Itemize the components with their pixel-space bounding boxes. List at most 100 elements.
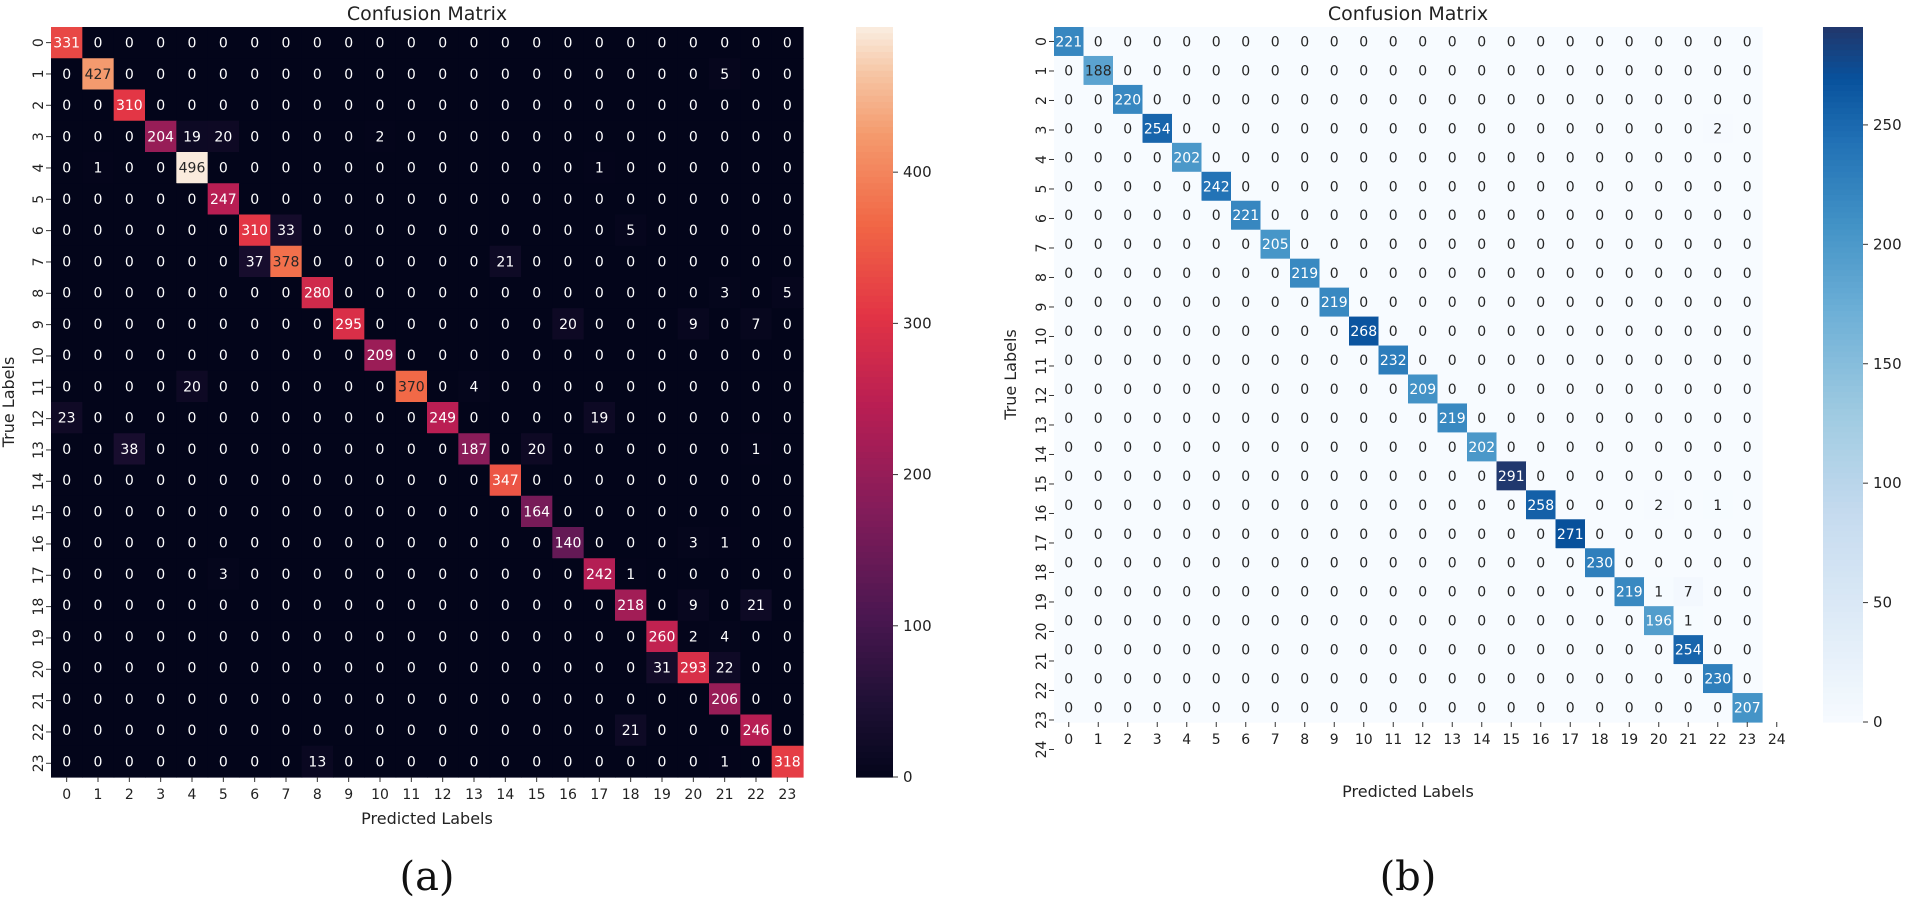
cell-value-label: 0 [1625, 63, 1634, 79]
cell-value-label: 0 [1064, 672, 1073, 688]
cell-value-label: 0 [1271, 411, 1280, 427]
cell-value-label: 0 [689, 98, 698, 114]
cell-value-label: 0 [1064, 701, 1073, 717]
cell-value-label: 0 [564, 473, 573, 489]
cell-value-label: 0 [282, 67, 291, 83]
cell-value-label: 0 [313, 598, 322, 614]
cell-value-label: 0 [752, 629, 761, 645]
cell-value-label: 0 [407, 567, 416, 583]
cell-value-label: 0 [1595, 440, 1604, 456]
heatmap-cell [489, 558, 522, 591]
cell-value-label: 0 [1094, 34, 1103, 50]
cell-value-label: 0 [1359, 266, 1368, 282]
cell-value-label: 0 [94, 692, 103, 708]
cell-value-label: 0 [532, 661, 541, 677]
heatmap-cell [677, 589, 710, 622]
cell-value-label: 0 [689, 161, 698, 177]
heatmap-cell [1526, 55, 1557, 86]
cell-value-label: 0 [689, 348, 698, 364]
colorbar-segment [1823, 716, 1863, 723]
cell-value-label: 0 [376, 317, 385, 333]
cell-value-label: 0 [470, 661, 479, 677]
cell-value-label: 0 [1595, 34, 1604, 50]
cell-value-label: 0 [595, 67, 604, 83]
heatmap-cell [239, 245, 271, 278]
heatmap-cell [771, 589, 804, 622]
colorbar-tick-label: 400 [903, 163, 932, 181]
cell-value-label: 0 [1064, 266, 1073, 282]
cell-value-label: 0 [532, 723, 541, 739]
heatmap-cell [113, 183, 146, 216]
cell-value-label: 347 [492, 473, 519, 489]
cell-value-label: 0 [94, 473, 103, 489]
cell-value-label: 0 [1507, 382, 1516, 398]
cell-value-label: 0 [1359, 440, 1368, 456]
heatmap-cell [1260, 113, 1291, 144]
heatmap-cell [709, 433, 741, 466]
cell-value-label: 0 [1389, 556, 1398, 572]
heatmap-cell [395, 183, 428, 216]
cell-value-label: 0 [62, 598, 71, 614]
cell-value-label: 0 [1212, 672, 1221, 688]
cell-value-label: 0 [1654, 179, 1663, 195]
heatmap-cell [270, 214, 303, 247]
heatmap-cell [176, 152, 209, 184]
colorbar-segment [856, 745, 893, 753]
heatmap-cell [458, 652, 491, 684]
heatmap-cell [207, 745, 240, 778]
cell-value-label: 0 [125, 36, 134, 52]
cell-value-label: 0 [125, 661, 134, 677]
cell-value-label: 0 [1684, 701, 1693, 717]
cell-value-label: 0 [1300, 353, 1309, 369]
cell-value-label: 0 [438, 692, 447, 708]
cell-value-label: 0 [1359, 672, 1368, 688]
cell-value-label: 0 [1507, 353, 1516, 369]
x-tick-label: 13 [465, 787, 483, 803]
cell-value-label: 0 [94, 254, 103, 270]
cell-value-label: 0 [1153, 237, 1162, 253]
cell-value-label: 0 [376, 473, 385, 489]
cell-value-label: 0 [1566, 237, 1575, 253]
cell-value-label: 0 [62, 692, 71, 708]
heatmap-cell [489, 152, 522, 184]
heatmap-cell [615, 339, 647, 372]
cell-value-label: 0 [689, 67, 698, 83]
cell-value-label: 0 [1271, 266, 1280, 282]
heatmap-cell [1083, 55, 1114, 86]
heatmap-cell [1673, 171, 1704, 202]
cell-value-label: 0 [1743, 237, 1752, 253]
colorbar-segment [856, 739, 893, 747]
heatmap-cell [364, 464, 397, 497]
heatmap-cell [552, 745, 585, 778]
cell-value-label: 0 [125, 504, 134, 520]
cell-value-label: 254 [1675, 643, 1702, 659]
heatmap-cell [113, 433, 146, 466]
cell-value-label: 247 [210, 192, 237, 208]
cell-value-label: 0 [313, 504, 322, 520]
colorbar-segment [1823, 594, 1863, 601]
cell-value-label: 0 [156, 348, 165, 364]
heatmap-cell [395, 308, 428, 341]
cell-value-label: 0 [1153, 353, 1162, 369]
cell-value-label: 0 [720, 411, 729, 427]
heatmap-cell [1260, 171, 1291, 202]
cell-value-label: 0 [1212, 208, 1221, 224]
cell-value-label: 0 [1300, 411, 1309, 427]
cell-value-label: 219 [1321, 295, 1348, 311]
heatmap-cell [333, 558, 365, 591]
heatmap-cell [301, 183, 334, 216]
cell-value-label: 0 [595, 536, 604, 552]
cell-value-label: 0 [376, 161, 385, 177]
colorbar-tick-label: 100 [1873, 474, 1902, 492]
heatmap-cell [552, 27, 585, 59]
cell-value-label: 20 [559, 317, 577, 333]
cell-value-label: 0 [1330, 643, 1339, 659]
heatmap-cell [709, 558, 741, 591]
cell-value-label: 0 [1477, 121, 1486, 137]
heatmap-cell [51, 152, 83, 184]
cell-value-label: 0 [720, 379, 729, 395]
cell-value-label: 0 [1389, 672, 1398, 688]
cell-value-label: 0 [1359, 63, 1368, 79]
y-tick-label: 13 [1034, 416, 1050, 434]
cell-value-label: 0 [1625, 295, 1634, 311]
